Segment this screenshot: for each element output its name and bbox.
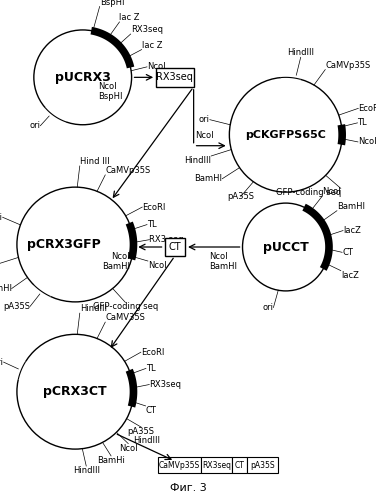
Text: pUCCT: pUCCT [263, 241, 309, 253]
Text: CaMVp35S: CaMVp35S [105, 166, 150, 175]
Text: HindIII: HindIII [184, 156, 211, 165]
Text: NcoI: NcoI [196, 131, 214, 140]
Text: pCRX3GFP: pCRX3GFP [27, 238, 101, 251]
Text: NcoI: NcoI [358, 137, 376, 146]
Text: NcoI
BamHI: NcoI BamHI [102, 252, 130, 271]
Text: EcoRI: EcoRI [358, 104, 376, 113]
Bar [156, 68, 194, 87]
Text: NcoI: NcoI [148, 261, 167, 270]
Text: GFP-coding seq: GFP-coding seq [93, 302, 158, 311]
Text: RX3seq: RX3seq [202, 461, 231, 470]
Text: pA35S: pA35S [227, 192, 254, 201]
Text: ori: ori [0, 358, 4, 367]
Text: NcoI: NcoI [147, 62, 165, 71]
Text: RX3seq: RX3seq [131, 25, 163, 34]
Text: Hind III: Hind III [80, 157, 109, 166]
Text: pCRX3CT: pCRX3CT [43, 385, 107, 398]
Text: BamHi: BamHi [97, 456, 125, 465]
Text: lacZ: lacZ [341, 270, 359, 279]
Text: CT: CT [146, 406, 156, 415]
Text: TL: TL [146, 364, 156, 373]
Text: ori: ori [199, 115, 210, 124]
Bar [165, 238, 185, 256]
Text: BamHI: BamHI [337, 202, 365, 211]
Text: RX3seq: RX3seq [156, 72, 193, 82]
Text: NcoI: NcoI [322, 187, 341, 196]
Text: ori: ori [0, 213, 3, 222]
Bar [232, 457, 247, 473]
Text: CaMVp35S: CaMVp35S [325, 60, 370, 69]
Text: CT: CT [235, 461, 244, 470]
Bar [158, 457, 201, 473]
Text: BspHI: BspHI [100, 0, 124, 6]
Text: lac Z: lac Z [120, 13, 140, 22]
Text: pA35S: pA35S [127, 427, 155, 436]
Text: CaMV35S: CaMV35S [105, 313, 145, 322]
Text: GFP-coding seq: GFP-coding seq [276, 189, 341, 198]
Text: lac Z: lac Z [142, 40, 162, 49]
Text: pA35S: pA35S [250, 461, 275, 470]
Bar [201, 457, 232, 473]
Text: EcoRI: EcoRI [141, 348, 164, 357]
Text: CaMVp35S: CaMVp35S [159, 461, 200, 470]
Text: RX3 seq: RX3 seq [149, 235, 184, 244]
Text: lacZ: lacZ [343, 226, 361, 235]
Text: ori: ori [29, 121, 40, 130]
Text: Фиг. 3: Фиг. 3 [170, 483, 206, 493]
Text: pUCRX3: pUCRX3 [55, 71, 111, 84]
Text: BamHI: BamHI [0, 284, 12, 293]
Text: HindIII: HindIII [133, 436, 161, 445]
Text: TL: TL [147, 220, 157, 229]
Text: TL: TL [358, 118, 367, 127]
Text: HindIII: HindIII [287, 48, 314, 57]
Text: EcoRI: EcoRI [142, 203, 165, 212]
Text: HindIII: HindIII [80, 304, 107, 313]
Text: RX3seq: RX3seq [149, 380, 181, 389]
Text: NcoI
BamHI: NcoI BamHI [209, 252, 237, 271]
Text: pA35S: pA35S [3, 302, 30, 311]
Text: pCKGFPS65C: pCKGFPS65C [245, 130, 326, 140]
Text: HindIII: HindIII [73, 466, 100, 475]
Text: CT: CT [168, 242, 181, 252]
Text: NcoI
BspHI: NcoI BspHI [98, 82, 122, 101]
Text: BamHI: BamHI [194, 174, 222, 183]
Text: CT: CT [342, 248, 353, 257]
Text: NcoI: NcoI [119, 444, 138, 453]
Bar [247, 457, 278, 473]
Text: ori: ori [262, 303, 273, 312]
